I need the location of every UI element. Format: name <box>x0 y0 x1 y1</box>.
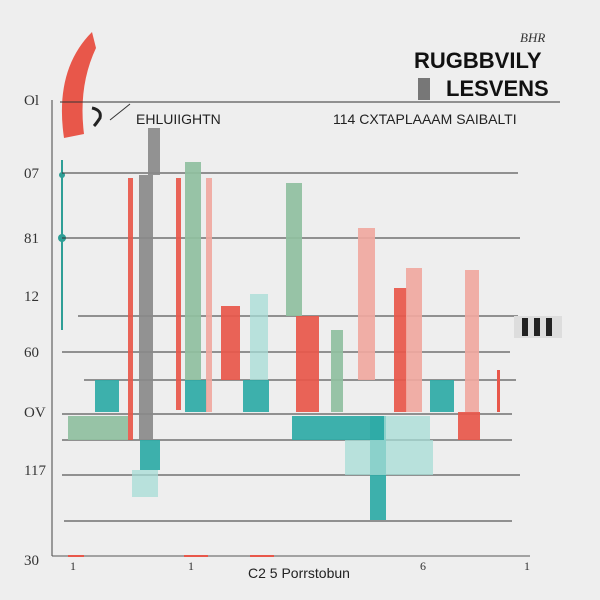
x-axis-marker <box>184 555 208 557</box>
chart-title: RUGBBVILY <box>414 48 542 73</box>
y-tick-label: 07 <box>24 166 40 182</box>
bar-light_teal <box>384 416 430 440</box>
header-right-label: 114 CXTAPLAAAM SAIBALTI <box>333 111 517 127</box>
bar-grey <box>148 128 160 175</box>
bar-teal <box>292 416 384 440</box>
bar-sage <box>185 162 201 380</box>
bar-teal <box>95 380 119 412</box>
x-tick-label: 1 <box>188 559 194 573</box>
y-tick-labels: Ol 07 81 12 60 OV 117 30 <box>24 93 46 569</box>
bar-light_teal <box>250 294 268 380</box>
x-tick-label: 1 <box>524 559 530 573</box>
bar-light_teal <box>345 440 433 475</box>
bar-sage <box>286 183 302 316</box>
header-left-label: EHLUIIGHTN <box>136 111 221 127</box>
decorative-arc <box>61 32 96 138</box>
x-tick-label: 6 <box>420 559 426 573</box>
decorative-hook <box>91 106 102 128</box>
bar-sage <box>331 330 343 412</box>
bar-teal <box>140 440 160 470</box>
x-axis-marker <box>68 555 84 557</box>
legend-swatch <box>514 316 562 338</box>
bar-pink <box>465 270 479 412</box>
x-tick-label: 1 <box>70 559 76 573</box>
bars-layer <box>68 128 480 520</box>
bar-teal <box>243 380 269 412</box>
bar-red <box>458 412 480 440</box>
bar-red <box>176 178 181 410</box>
y-tick-label: 117 <box>24 463 46 479</box>
y-tick-label: 81 <box>24 231 39 247</box>
bar-red <box>394 288 407 412</box>
bar-pink <box>358 228 375 380</box>
legend-red-tick <box>497 370 500 412</box>
legend-dark-block <box>418 78 430 100</box>
x-axis-label: C2 5 Porrstobun <box>248 565 350 581</box>
y-tick-label: OV <box>24 405 46 421</box>
bar-teal <box>185 380 207 412</box>
header-tick <box>109 103 131 121</box>
bar-light_teal <box>132 470 158 497</box>
y-tick-label: 12 <box>24 289 39 305</box>
bar-sage <box>68 416 128 440</box>
bar-grey <box>139 175 153 440</box>
y-tick-label: Ol <box>24 93 39 109</box>
bar-teal <box>430 380 454 412</box>
y-tick-label: 30 <box>24 553 39 569</box>
chart-subtitle: LESVENS <box>446 76 549 101</box>
y-tick-label: 60 <box>24 345 39 361</box>
corner-mark: BHR <box>520 30 545 45</box>
x-axis-marker <box>250 555 274 557</box>
bar-pink <box>206 178 212 412</box>
bar-red <box>221 306 240 380</box>
bar-pink <box>406 268 422 412</box>
bar-red <box>296 316 319 412</box>
bar-red <box>128 178 133 440</box>
